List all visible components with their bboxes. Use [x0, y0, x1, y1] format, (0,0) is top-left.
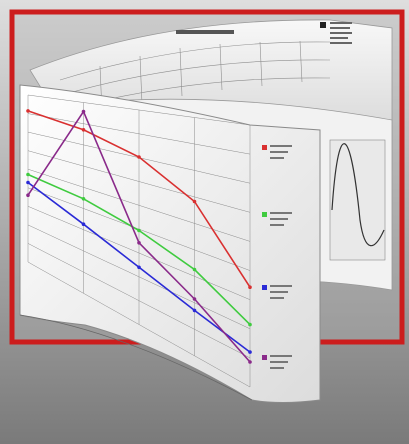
series-2-point — [192, 267, 197, 272]
series-2-point — [26, 172, 30, 177]
legend-text-placeholder — [270, 367, 284, 369]
legend-text-placeholder — [270, 297, 284, 299]
front-chart-series — [26, 109, 252, 364]
series-3-point — [137, 265, 141, 270]
series-1-point — [26, 109, 30, 113]
series-4-point — [81, 109, 86, 114]
series-3-point — [81, 222, 86, 226]
legend-text-placeholder — [270, 224, 284, 226]
back-sheet-title-block — [176, 30, 234, 34]
legend-text-placeholder — [270, 355, 292, 357]
legend-text-placeholder — [270, 212, 292, 214]
legend-text-placeholder — [270, 361, 288, 363]
back-sheet-legend — [320, 22, 352, 44]
series-4-point — [248, 360, 252, 364]
series-1-point — [81, 128, 86, 132]
series-4-point — [26, 193, 30, 197]
legend-text-placeholder — [270, 145, 292, 147]
legend-marker — [262, 355, 267, 360]
series-3-point — [26, 180, 30, 185]
series-2-point — [137, 228, 141, 233]
legend-marker — [262, 212, 267, 217]
series-4-point — [192, 297, 197, 301]
series-4-point — [137, 241, 141, 245]
series-1-point — [137, 155, 141, 159]
series-1-point — [192, 199, 197, 204]
middle-sheet-chart — [329, 139, 386, 261]
series-2-point — [81, 197, 86, 201]
legend-text-placeholder — [270, 291, 288, 293]
front-sheet-curl-edge — [19, 314, 253, 401]
legend-text-placeholder — [270, 218, 288, 220]
series-1-point — [248, 285, 252, 290]
legend-marker — [262, 285, 267, 290]
legend-text-placeholder — [270, 157, 284, 159]
series-3-point — [192, 308, 197, 313]
legend-text-placeholder — [270, 285, 292, 287]
series-2-point — [248, 322, 252, 327]
series-3-point — [248, 350, 252, 354]
legend-marker — [262, 145, 267, 150]
front-chart-legend — [262, 145, 292, 369]
front-sheet — [19, 84, 321, 403]
legend-text-placeholder — [270, 151, 288, 153]
